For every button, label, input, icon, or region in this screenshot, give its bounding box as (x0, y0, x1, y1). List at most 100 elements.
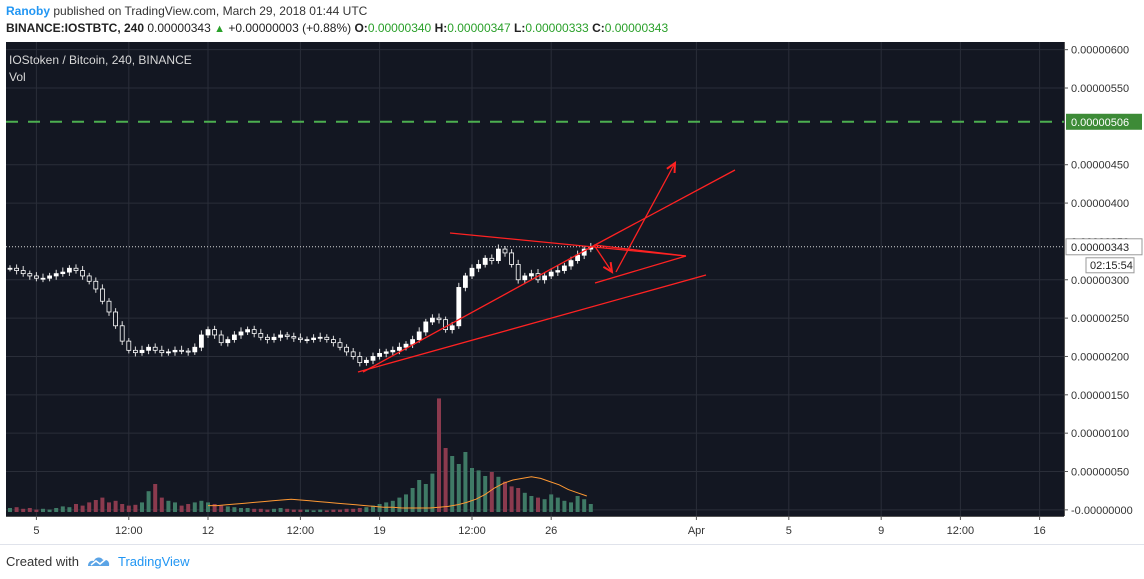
volume-bar (489, 472, 494, 512)
candle-body (449, 325, 455, 331)
volume-bar (390, 500, 395, 512)
trend-line-triangle_upper (449, 232, 687, 257)
close-label: C: (592, 21, 605, 35)
candle-body (212, 329, 218, 336)
volume-bar (344, 508, 349, 512)
candle-body (60, 271, 66, 275)
candle-body (469, 267, 475, 277)
time-tick-label: 12:00 (947, 525, 975, 537)
author-name[interactable]: Ranoby (6, 4, 51, 18)
candle-body (192, 346, 198, 353)
trend-line-up_channel_top (594, 169, 736, 246)
candle-body (93, 280, 99, 290)
countdown-label: 02:15:54 (1090, 260, 1133, 272)
volume-bar (536, 497, 540, 512)
price-change: +0.00000003 (+0.88%) (228, 21, 352, 35)
candle-body (311, 337, 317, 340)
legend-title[interactable]: IOStoken / Bitcoin, 240, BINANCE (9, 53, 192, 67)
volume-bar (93, 500, 98, 512)
price-tick-label: 0.00000050 (1071, 467, 1129, 479)
volume-bar (27, 508, 32, 512)
candle-body (86, 275, 92, 282)
volume-bar (232, 507, 237, 512)
volume-bar (199, 500, 204, 512)
chart-area[interactable]: 0.00000600 0.00000550 0.00000450 0.00000400… (6, 42, 1144, 542)
volume-bar (252, 508, 257, 512)
volume-bar (443, 448, 448, 512)
volume-bar (549, 494, 554, 512)
legend-vol[interactable]: Vol (9, 70, 26, 84)
price-tick-label: 0.00000550 (1071, 83, 1129, 95)
price-tick-label: 0.00000300 (1071, 275, 1129, 287)
candle-body (218, 334, 224, 344)
candle-body (284, 334, 290, 337)
volume-bar (324, 510, 329, 512)
candle-body (133, 349, 138, 354)
up-arrow-icon: ▲ (214, 23, 226, 35)
candle-body (350, 351, 356, 357)
trend-line-triangle_close (593, 244, 687, 257)
candle-body (251, 329, 257, 334)
volume-bar (555, 497, 560, 512)
volume-bar (450, 456, 455, 512)
candle-body (172, 349, 178, 353)
time-tick-label: 12:00 (115, 525, 143, 537)
trend-line-breakout_arrow (615, 162, 676, 273)
candle-body (47, 275, 52, 279)
candle-body (476, 264, 482, 269)
candle-body (297, 337, 303, 340)
volume-bar (272, 508, 276, 512)
candle-body (423, 321, 429, 333)
countdown-tag (1085, 257, 1135, 274)
volume-bar (54, 508, 59, 512)
chart-svg[interactable]: 0.00000600 0.00000550 0.00000450 0.00000400… (6, 42, 1144, 542)
candle-body (258, 333, 264, 338)
time-tick-label: 12:00 (287, 525, 315, 537)
volume-bar (437, 398, 441, 512)
candle-body (185, 350, 191, 353)
price-tick-label: 0.00000450 (1071, 160, 1129, 172)
volume-bar (357, 508, 362, 512)
price-tick-label: 0.00000600 (1071, 45, 1129, 57)
last-price: 0.00000343 (147, 21, 211, 35)
candle-body (443, 319, 449, 331)
time-tick-label: 16 (1033, 525, 1045, 537)
volume-bar (509, 486, 514, 512)
volume-bar (159, 497, 164, 512)
volume-bar (410, 488, 415, 512)
candle-body (27, 273, 33, 277)
publish-info: Ranoby published on TradingView.com, Mar… (6, 4, 367, 20)
time-tick-label: 12 (202, 525, 214, 537)
volume-bar (463, 452, 468, 512)
symbol-info-bar: BINANCE:IOSTBTC, 240 0.00000343 ▲ +0.000… (6, 21, 668, 37)
candle-body (429, 317, 435, 323)
volume-bar (47, 509, 52, 512)
trend-line-up_channel_base (362, 244, 596, 373)
low-value: 0.00000333 (525, 21, 589, 35)
candle-body (502, 248, 508, 254)
candle-body (179, 349, 185, 352)
volume-bar (562, 500, 567, 512)
volume-bar (371, 505, 375, 512)
volume-bar (153, 484, 158, 512)
candle-body (73, 267, 79, 271)
volume-bar (239, 508, 243, 512)
price-tick-label: 0.00000100 (1071, 428, 1129, 440)
candle-body (324, 336, 330, 340)
volume-bar (192, 502, 197, 512)
plot-background (6, 42, 1064, 516)
volume-bar (522, 492, 527, 512)
candle-body (462, 275, 468, 288)
volume-bar (503, 481, 507, 512)
volume-bar (318, 509, 323, 512)
candle-body (317, 336, 323, 339)
candle-body (53, 273, 59, 277)
candle-body (377, 352, 383, 357)
volume-bar (496, 476, 501, 512)
volume-bar (113, 500, 118, 512)
volume-bar (265, 509, 270, 512)
candle-body (529, 273, 534, 277)
tradingview-brand[interactable]: TradingView (118, 554, 190, 569)
volume-bar (107, 502, 111, 512)
candle-body (482, 257, 488, 265)
